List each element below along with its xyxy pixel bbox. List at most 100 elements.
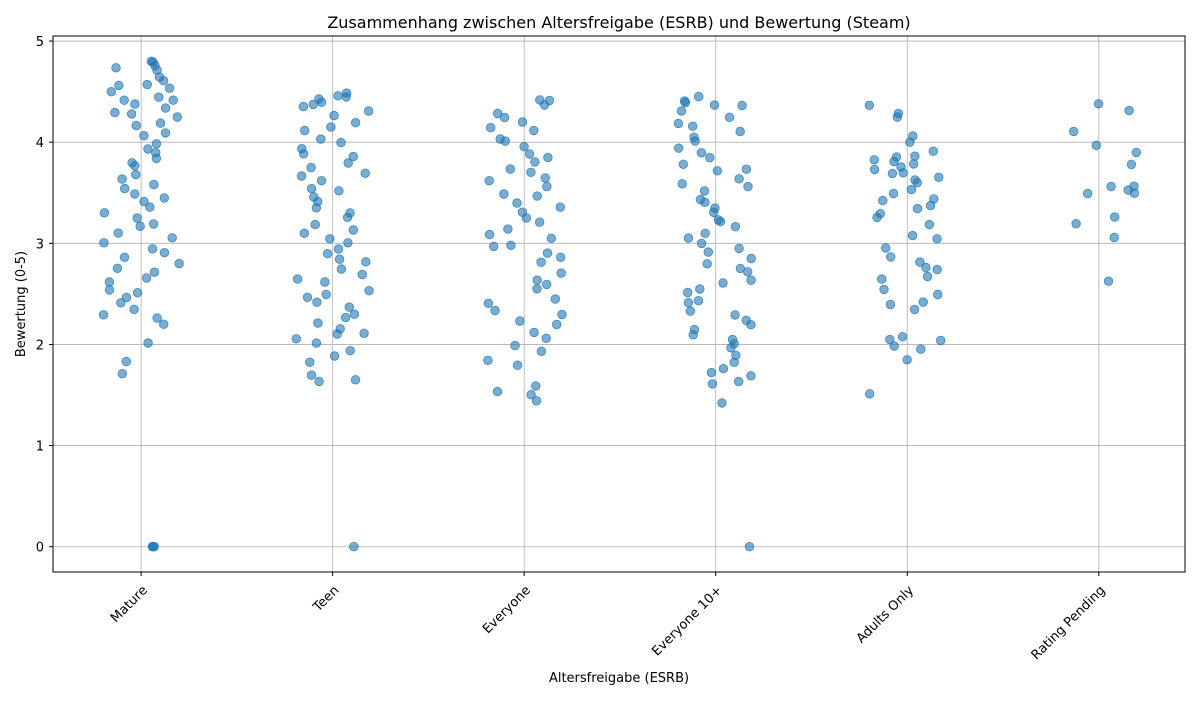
data-point <box>341 92 351 102</box>
data-point <box>869 155 880 165</box>
data-point <box>693 296 704 306</box>
data-point <box>360 168 370 179</box>
data-point <box>316 97 327 107</box>
data-points <box>98 56 1142 552</box>
data-point <box>707 379 718 389</box>
data-point <box>741 164 752 174</box>
data-point <box>556 252 566 262</box>
data-point <box>536 257 546 267</box>
data-point <box>912 177 923 188</box>
data-point <box>898 168 908 178</box>
data-point <box>308 99 318 110</box>
data-point <box>885 299 896 310</box>
data-point <box>700 197 710 208</box>
data-point <box>503 224 513 234</box>
data-point <box>709 100 720 110</box>
data-point <box>104 277 115 287</box>
data-point <box>349 309 360 319</box>
data-point <box>924 219 935 230</box>
data-point <box>345 346 355 356</box>
data-point <box>299 228 310 238</box>
data-point <box>332 329 342 339</box>
data-point <box>143 338 153 348</box>
data-point <box>907 230 918 241</box>
data-point <box>143 144 153 154</box>
data-point <box>910 151 920 161</box>
data-point <box>151 139 162 149</box>
data-point <box>683 233 694 243</box>
data-point <box>531 396 542 406</box>
data-point <box>336 137 346 148</box>
data-point <box>499 112 510 123</box>
data-point <box>743 181 753 192</box>
data-point <box>912 203 923 214</box>
data-point <box>695 284 705 294</box>
data-point <box>881 243 891 253</box>
data-point <box>148 219 159 229</box>
data-point <box>314 376 324 387</box>
data-point <box>542 279 552 290</box>
data-point <box>539 100 550 110</box>
data-point <box>342 212 353 223</box>
data-point <box>336 264 347 274</box>
data-point <box>333 91 343 101</box>
data-point <box>132 213 142 223</box>
data-point <box>921 262 931 273</box>
data-point <box>744 542 755 552</box>
data-point <box>718 278 728 288</box>
data-point <box>1106 181 1116 192</box>
data-point <box>320 277 330 287</box>
data-point <box>344 302 355 312</box>
data-point <box>734 174 744 184</box>
data-point <box>172 112 183 122</box>
data-point <box>688 330 698 340</box>
data-point <box>126 109 137 119</box>
data-point <box>909 304 920 315</box>
data-point <box>131 169 141 180</box>
data-point <box>878 195 888 206</box>
data-point <box>321 289 331 300</box>
data-point <box>174 258 184 269</box>
data-point <box>306 162 316 173</box>
data-point <box>730 221 741 232</box>
data-point <box>922 271 933 282</box>
data-point <box>99 238 109 248</box>
data-point <box>746 253 756 264</box>
data-point <box>106 86 117 97</box>
data-point <box>864 100 875 111</box>
data-point <box>696 238 707 249</box>
data-point <box>1129 188 1140 198</box>
data-point <box>746 320 756 330</box>
data-point <box>343 158 353 168</box>
y-tick-label: 5 <box>36 35 44 50</box>
data-point <box>925 200 936 211</box>
data-point <box>486 122 496 133</box>
data-point <box>483 355 493 366</box>
data-point <box>132 288 143 298</box>
data-point <box>730 310 740 320</box>
data-point <box>521 213 532 223</box>
data-point <box>734 243 744 254</box>
data-point <box>683 287 693 298</box>
data-point <box>936 335 946 346</box>
data-point <box>677 179 687 189</box>
data-point <box>737 100 747 111</box>
data-point <box>1071 218 1081 229</box>
data-point <box>311 338 322 348</box>
data-point <box>932 234 942 244</box>
data-point <box>326 122 336 132</box>
data-point <box>735 126 745 137</box>
data-point <box>130 99 140 109</box>
data-point <box>148 542 158 552</box>
data-point <box>729 357 739 368</box>
data-point <box>532 191 542 201</box>
y-tick-label: 4 <box>36 136 44 151</box>
data-point <box>1109 212 1120 222</box>
data-point <box>159 193 170 203</box>
data-point <box>515 316 525 326</box>
grid-lines <box>53 36 1185 572</box>
data-point <box>555 202 566 212</box>
data-point <box>305 357 315 367</box>
data-point <box>348 225 359 235</box>
